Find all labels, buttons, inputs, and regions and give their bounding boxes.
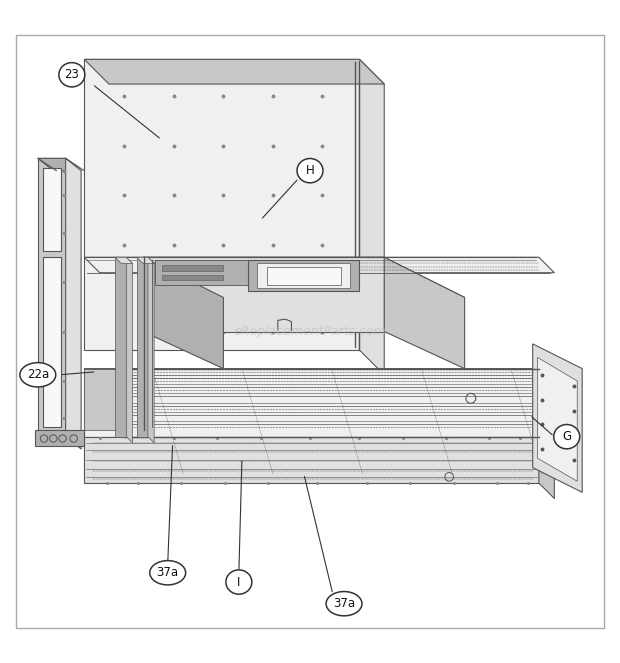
Polygon shape [84,59,384,84]
Polygon shape [137,257,154,263]
Polygon shape [35,430,84,446]
Polygon shape [162,274,223,280]
Ellipse shape [20,363,56,387]
Ellipse shape [150,561,185,585]
Polygon shape [126,257,133,443]
Polygon shape [248,261,360,291]
Text: 23: 23 [64,68,79,82]
Polygon shape [156,261,279,285]
Polygon shape [84,257,554,272]
Ellipse shape [297,158,323,183]
Polygon shape [148,257,154,443]
Polygon shape [115,257,133,263]
Polygon shape [267,267,341,285]
Polygon shape [137,257,148,437]
Polygon shape [43,168,61,251]
Polygon shape [539,369,554,452]
Polygon shape [66,158,81,449]
Text: I: I [237,575,241,589]
Polygon shape [38,158,66,437]
Text: H: H [306,164,314,177]
Text: eReplacementParts.com: eReplacementParts.com [234,325,386,338]
Ellipse shape [554,424,580,449]
Polygon shape [533,344,582,493]
Polygon shape [84,59,360,350]
Polygon shape [162,265,223,271]
Polygon shape [84,369,539,437]
Ellipse shape [326,591,362,616]
Polygon shape [43,257,61,428]
Polygon shape [84,437,539,483]
FancyBboxPatch shape [16,34,604,629]
Polygon shape [539,437,554,499]
Polygon shape [38,158,81,170]
Text: G: G [562,430,571,443]
Polygon shape [84,369,122,430]
Polygon shape [257,263,350,288]
Polygon shape [84,369,554,384]
Polygon shape [143,257,223,369]
Polygon shape [538,357,577,481]
Text: 22a: 22a [27,369,49,381]
Polygon shape [143,257,384,332]
Ellipse shape [59,62,85,87]
Polygon shape [384,257,464,369]
Text: 37a: 37a [333,597,355,610]
Polygon shape [115,257,126,437]
Ellipse shape [226,570,252,594]
Polygon shape [143,257,464,298]
Polygon shape [360,59,384,375]
Text: 37a: 37a [157,566,179,579]
